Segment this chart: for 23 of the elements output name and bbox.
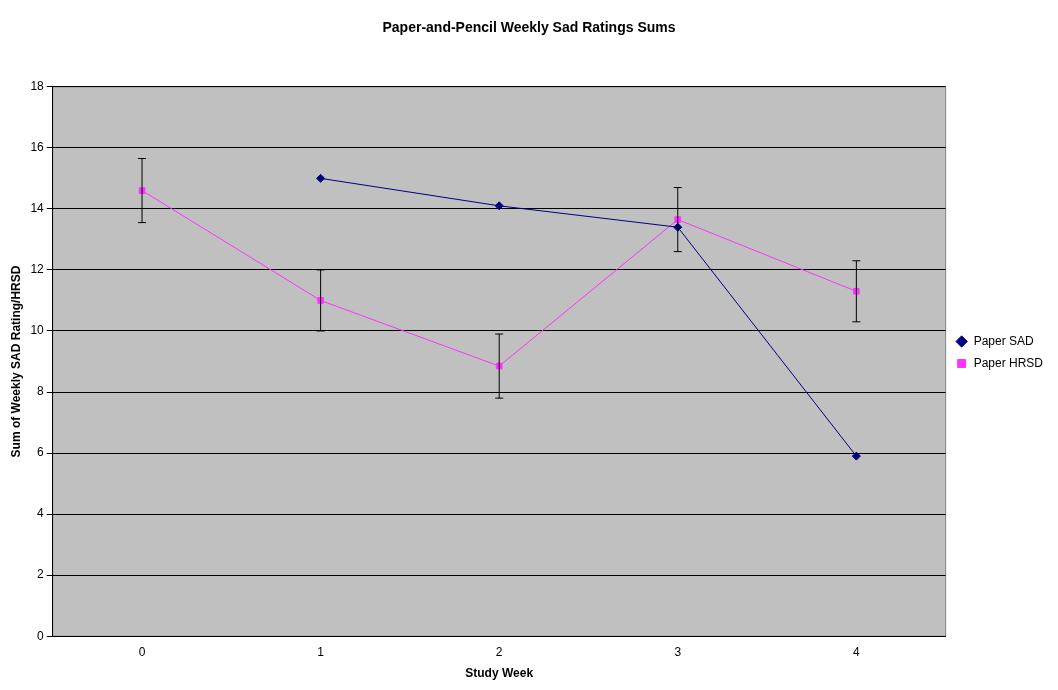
- chart-title: Paper-and-Pencil Weekly Sad Ratings Sums: [382, 19, 676, 36]
- y-tick-label: 14: [30, 201, 45, 216]
- y-tick-label: 6: [37, 445, 45, 460]
- x-tick-label: 3: [674, 644, 682, 659]
- point: [851, 451, 861, 461]
- y-tick-label: 2: [37, 567, 45, 582]
- x-tick-label: 2: [495, 644, 503, 659]
- x-tick-label: 1: [317, 644, 325, 659]
- y-tick-label: 18: [30, 79, 45, 94]
- x-axis-title: Study Week: [465, 666, 534, 681]
- y-tick-label: 0: [37, 628, 45, 643]
- y-tick-label: 12: [30, 262, 45, 277]
- y-tick-label: 10: [30, 323, 45, 338]
- x-tick-label: 4: [853, 644, 861, 659]
- y-axis-title: Sum of Weekly SAD Rating/HRSD: [8, 265, 23, 458]
- point: [494, 201, 504, 211]
- point: [316, 173, 326, 183]
- legend-label: Paper HRSD: [973, 355, 1044, 370]
- y-tick-label: 16: [30, 140, 45, 155]
- legend-label: Paper SAD: [973, 333, 1035, 348]
- x-tick-label: 0: [138, 644, 146, 659]
- y-tick-label: 8: [37, 384, 45, 399]
- y-tick-label: 4: [37, 506, 45, 521]
